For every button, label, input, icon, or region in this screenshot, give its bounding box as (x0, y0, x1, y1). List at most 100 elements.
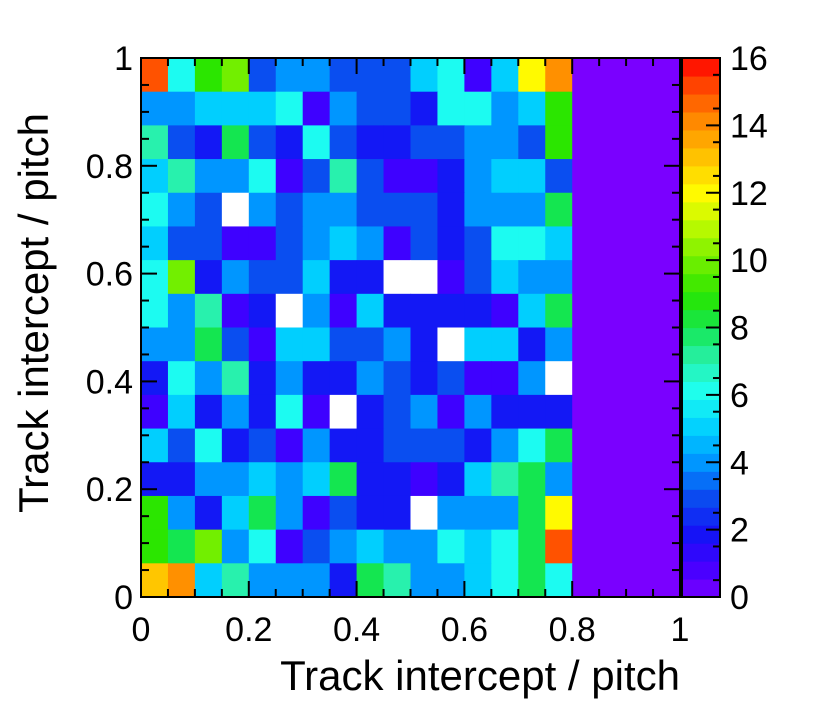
heatmap-cell (626, 563, 654, 598)
heatmap-cell (572, 327, 600, 362)
y-tick-label: 0 (114, 579, 133, 617)
colorbar-band (682, 381, 720, 400)
heatmap-cell (221, 462, 250, 497)
colorbar-tick-label: 14 (730, 107, 768, 145)
heatmap-cell (383, 226, 412, 261)
heatmap-cell (275, 58, 304, 93)
heatmap-cell (329, 529, 358, 564)
heatmap-cell (599, 529, 627, 564)
x-tick-label: 1 (671, 611, 690, 649)
heatmap-cell (437, 159, 465, 194)
heatmap-cell (302, 394, 331, 430)
heatmap-cell (221, 58, 250, 93)
heatmap-cell (248, 563, 277, 598)
heatmap-cell (248, 394, 277, 430)
heatmap-cell (653, 394, 681, 430)
heatmap-cell (141, 125, 169, 160)
heatmap-cell (329, 428, 358, 463)
heatmap-cell (302, 361, 331, 396)
heatmap-cell (194, 462, 223, 497)
heatmap-cell (248, 159, 277, 194)
heatmap-cell (356, 361, 385, 396)
heatmap-cell (626, 226, 654, 261)
heatmap-cell (437, 125, 465, 160)
heatmap-cell (329, 159, 358, 194)
heatmap-cell (491, 260, 519, 295)
heatmap-cell (464, 192, 492, 228)
heatmap-cell (194, 563, 223, 598)
heatmap-cell (437, 327, 465, 362)
heatmap-cell (410, 495, 439, 531)
heatmap-cell (464, 361, 492, 396)
heatmap-cell (141, 159, 169, 194)
heatmap-cell (464, 563, 492, 598)
heatmap-cell (383, 428, 412, 463)
y-tick-label: 0.8 (86, 148, 133, 186)
heatmap-cell (437, 428, 465, 463)
heatmap-cell (356, 192, 385, 228)
heatmap-cell (194, 428, 223, 463)
colorbar-band (682, 201, 720, 221)
heatmap-cell (491, 327, 519, 362)
y-tick-label: 0.4 (86, 363, 133, 401)
heatmap-cell (329, 563, 358, 598)
heatmap-cell (464, 226, 492, 261)
colorbar-band (682, 58, 720, 77)
x-tick-label: 0.8 (549, 611, 596, 649)
heatmap-cell (194, 394, 223, 430)
colorbar-band (682, 111, 720, 131)
heatmap-cell (545, 428, 573, 463)
heatmap-cell (491, 529, 519, 564)
heatmap-cell (464, 495, 492, 531)
colorbar-tick-label: 6 (730, 377, 749, 415)
heatmap-cell (410, 327, 439, 362)
heatmap-cell (653, 327, 681, 362)
heatmap-cell (518, 495, 546, 531)
heatmap-cell (221, 260, 250, 295)
heatmap-cell (626, 192, 654, 228)
heatmap-cell (626, 529, 654, 564)
heatmap-cell (302, 226, 331, 261)
heatmap-cell (167, 327, 196, 362)
heatmap-cell (383, 293, 412, 329)
heatmap-cell (491, 563, 519, 598)
heatmap-cell (141, 462, 169, 497)
heatmap-cell (221, 428, 250, 463)
heatmap-cell (356, 529, 385, 564)
heatmap-cell (383, 495, 412, 531)
heatmap-cell (437, 495, 465, 531)
heatmap-cell (437, 529, 465, 564)
heatmap-cell (302, 529, 331, 564)
heatmap-cells (141, 58, 681, 598)
heatmap-cell (356, 327, 385, 362)
heatmap-cell (383, 529, 412, 564)
heatmap-cell (599, 495, 627, 531)
heatmap-cell (626, 91, 654, 126)
heatmap-cell (653, 192, 681, 228)
heatmap-cell (545, 394, 573, 430)
heatmap-cell (599, 327, 627, 362)
heatmap-cell (194, 125, 223, 160)
heatmap-cell (653, 260, 681, 295)
heatmap-cell (491, 495, 519, 531)
heatmap-cell (194, 495, 223, 531)
heatmap-cell (572, 159, 600, 194)
heatmap-cell (221, 563, 250, 598)
heatmap-cell (383, 125, 412, 160)
heatmap-cell (626, 260, 654, 295)
colorbar-band (682, 507, 720, 526)
heatmap-cell (302, 192, 331, 228)
heatmap-cell (653, 58, 681, 93)
heatmap-cell (167, 462, 196, 497)
heatmap-cell (302, 159, 331, 194)
colorbar-frame (681, 57, 721, 598)
heatmap-cell (383, 159, 412, 194)
heatmap-cell (383, 58, 412, 93)
heatmap-cell (545, 260, 573, 295)
colorbar-band (682, 471, 720, 490)
heatmap-cell (356, 91, 385, 126)
heatmap-cell (599, 159, 627, 194)
heatmap-cell (383, 462, 412, 497)
colorbar-band (682, 75, 720, 95)
heatmap-cell (356, 293, 385, 329)
